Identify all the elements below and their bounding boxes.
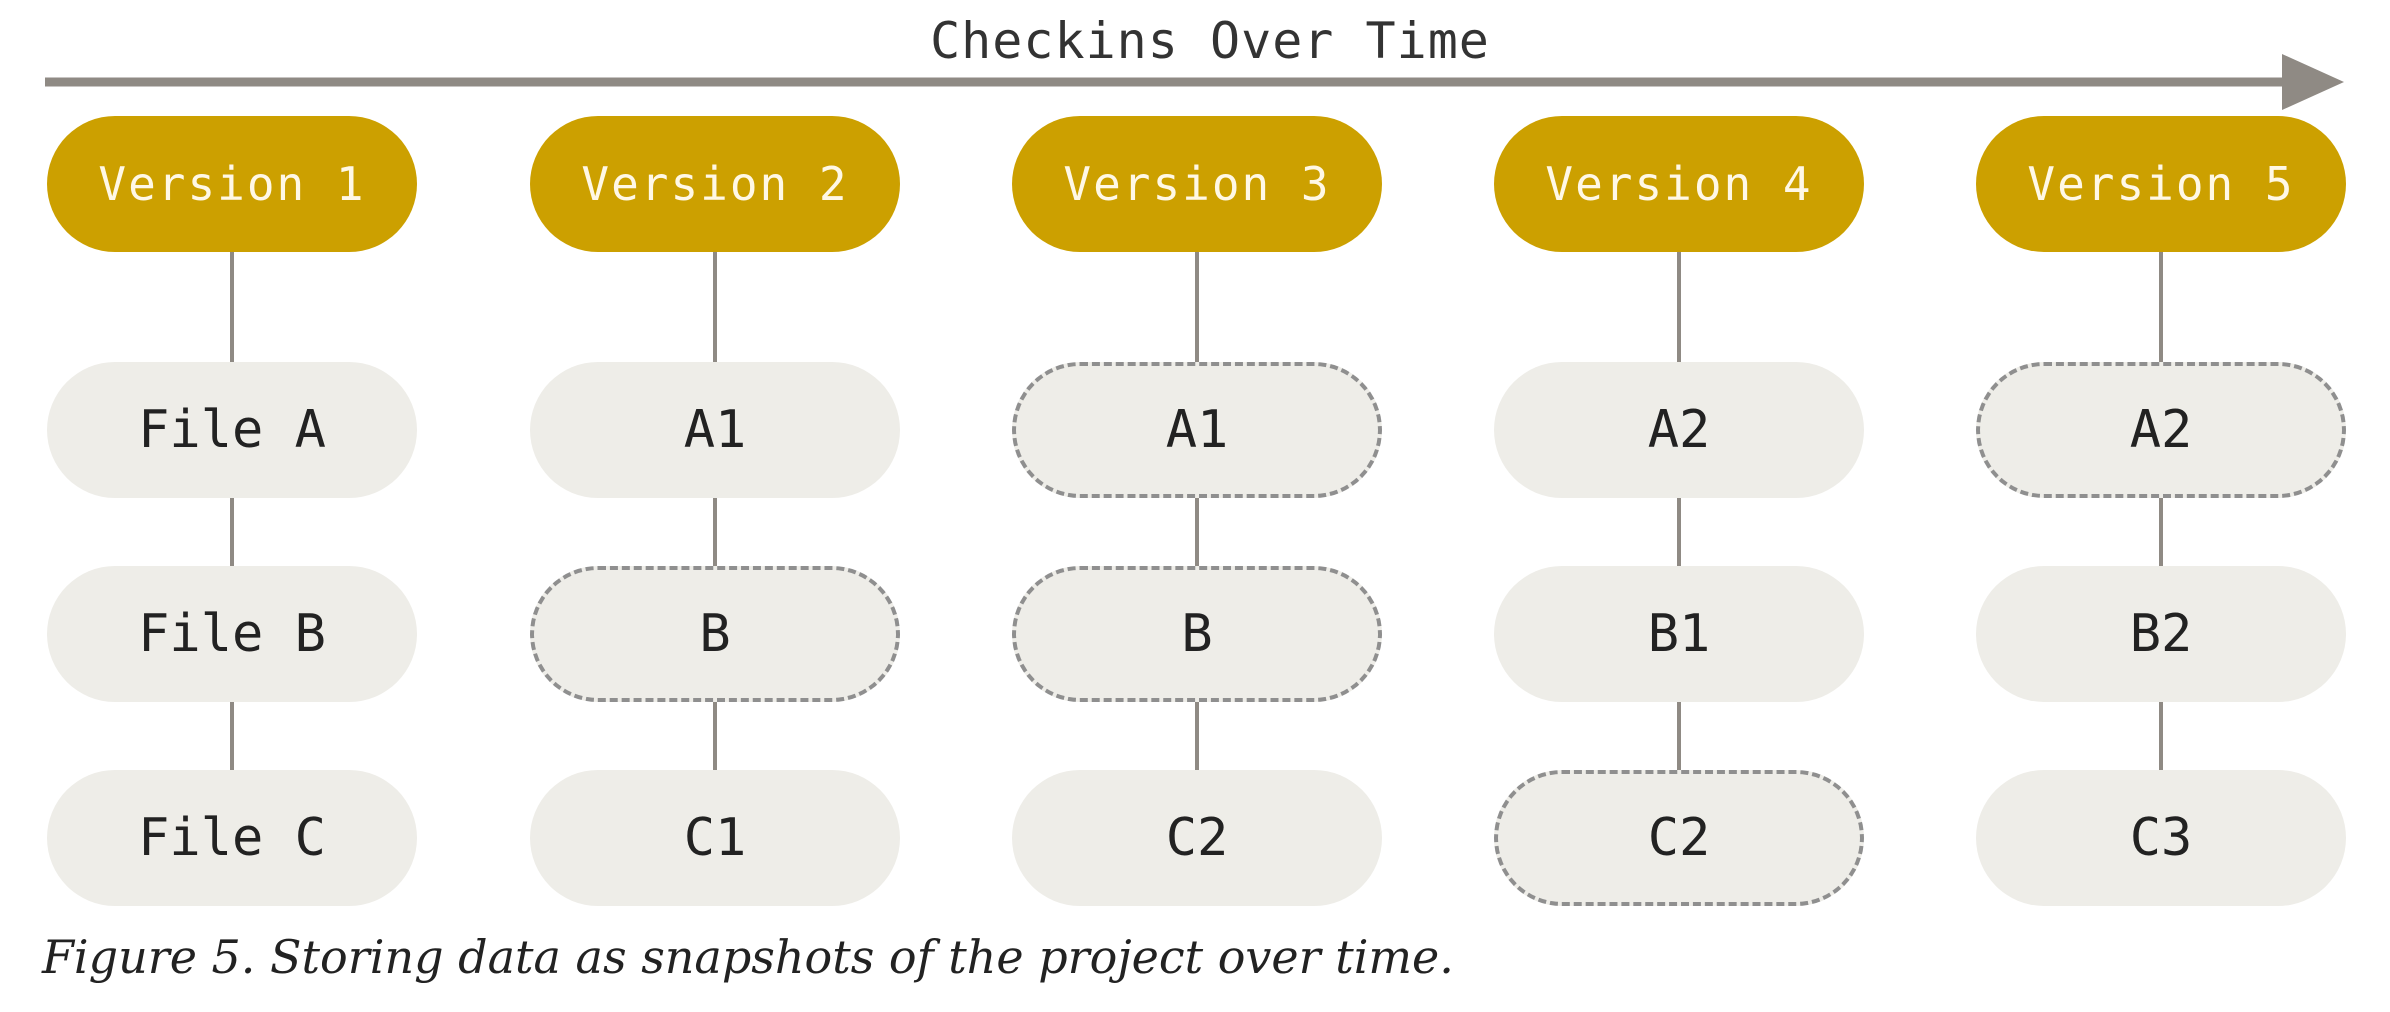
file-node: C1: [530, 770, 900, 906]
version-node-1: Version 1: [47, 116, 417, 252]
version-node-5: Version 5: [1976, 116, 2346, 252]
unchanged-file-link-node: B: [1012, 566, 1382, 702]
version-node-3: Version 3: [1012, 116, 1382, 252]
file-node: File C: [47, 770, 417, 906]
file-node: A1: [530, 362, 900, 498]
version-node-4: Version 4: [1494, 116, 1864, 252]
figure-caption: Figure 5. Storing data as snapshots of t…: [42, 930, 1454, 984]
unchanged-file-link-node: B: [530, 566, 900, 702]
version-node-2: Version 2: [530, 116, 900, 252]
file-node: B1: [1494, 566, 1864, 702]
unchanged-file-link-node: C2: [1494, 770, 1864, 906]
timeline-arrowhead-icon: [2282, 54, 2344, 110]
file-node: C2: [1012, 770, 1382, 906]
unchanged-file-link-node: A2: [1976, 362, 2346, 498]
file-node: C3: [1976, 770, 2346, 906]
file-node: File B: [47, 566, 417, 702]
file-node: A2: [1494, 362, 1864, 498]
timeline-label: Checkins Over Time: [930, 12, 1490, 70]
file-node: B2: [1976, 566, 2346, 702]
file-node: File A: [47, 362, 417, 498]
unchanged-file-link-node: A1: [1012, 362, 1382, 498]
